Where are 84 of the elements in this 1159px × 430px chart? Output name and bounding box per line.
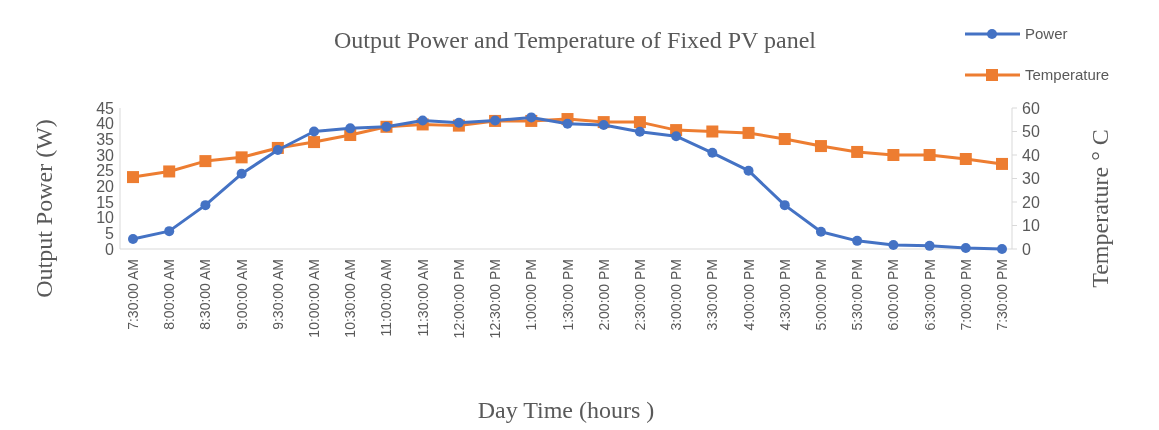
x-tick-label: 7:00:00 PM <box>957 259 974 331</box>
x-tick-label: 3:30:00 PM <box>704 259 721 331</box>
x-tick-label: 8:30:00 AM <box>197 259 214 330</box>
point <box>127 171 139 184</box>
point <box>309 126 320 137</box>
legend-label: Power <box>1025 25 1068 43</box>
point <box>852 235 863 246</box>
x-tick-label: 1:30:00 PM <box>559 259 576 331</box>
point <box>163 165 176 178</box>
point <box>924 240 935 251</box>
point <box>959 153 972 165</box>
y2-tick-label: 60 <box>1022 99 1040 117</box>
point <box>815 226 826 237</box>
point <box>923 149 936 161</box>
point <box>814 140 827 153</box>
x-tick-label: 10:30:00 AM <box>342 259 359 338</box>
x-tick-label: 8:00:00 AM <box>161 259 178 330</box>
y-tick-label: 15 <box>96 193 115 211</box>
x-tick-label: 7:30:00 PM <box>994 259 1010 331</box>
point <box>236 168 247 179</box>
x-tick-label: 4:30:00 PM <box>776 259 793 331</box>
point <box>779 200 790 211</box>
x-tick-label: 6:30:00 PM <box>921 259 938 331</box>
x-tick-label: 10:00:00 AM <box>306 259 323 338</box>
y2-tick-label: 50 <box>1022 123 1040 141</box>
point <box>960 243 971 254</box>
y-tick-label: 5 <box>105 224 115 242</box>
x-tick-label: 2:00:00 PM <box>595 259 612 331</box>
y2-tick-label: 10 <box>1022 217 1040 235</box>
x-tick-label: 12:00:00 PM <box>450 259 467 339</box>
point <box>888 239 899 250</box>
y2-tick-label: 30 <box>1022 170 1040 188</box>
y2-axis-title: Temperature ° C <box>1087 129 1113 288</box>
point <box>164 226 175 237</box>
x-tick-label: 12:30:00 PM <box>487 259 504 339</box>
y2-tick-label: 20 <box>1022 193 1040 211</box>
point <box>742 126 755 139</box>
point <box>417 115 428 126</box>
point <box>308 136 321 149</box>
y-tick-label: 10 <box>96 209 115 227</box>
x-tick-label: 5:30:00 PM <box>849 259 866 331</box>
x-tick-label: 9:30:00 AM <box>269 259 286 330</box>
x-tick-label: 1:00:00 PM <box>523 259 540 331</box>
point <box>671 131 682 142</box>
x-tick-label: 11:30:00 AM <box>414 259 431 337</box>
point <box>997 244 1007 254</box>
point <box>996 157 1008 170</box>
point <box>887 149 900 161</box>
point <box>345 123 356 134</box>
y-tick-label: 35 <box>96 130 115 148</box>
legend-label: Temperature <box>1025 66 1110 84</box>
x-tick-label: 4:00:00 PM <box>740 259 757 331</box>
point <box>128 233 138 244</box>
x-tick-label: 11:00:00 AM <box>378 259 395 337</box>
y-tick-label: 45 <box>96 99 115 117</box>
x-tick-label: 2:30:00 PM <box>631 259 648 331</box>
point <box>633 116 646 129</box>
y-tick-label: 20 <box>96 177 115 195</box>
chart-title: Output Power and Temperature of Fixed PV panel <box>333 27 817 53</box>
point <box>200 200 211 211</box>
point <box>634 126 645 137</box>
point <box>562 118 573 129</box>
y-tick-label: 0 <box>105 240 115 258</box>
y-axis-title: Output Power (W) <box>31 119 57 298</box>
point <box>199 155 212 168</box>
x-tick-label: 5:00:00 PM <box>812 259 829 331</box>
point <box>235 151 248 164</box>
y2-tick-label: 0 <box>1022 240 1031 258</box>
point <box>453 117 464 128</box>
y-tick-label: 40 <box>96 115 115 133</box>
y2-tick-label: 40 <box>1022 146 1040 164</box>
x-tick-label: 3:00:00 PM <box>668 259 685 331</box>
point <box>707 147 718 158</box>
point <box>743 165 754 176</box>
x-tick-label: 9:00:00 AM <box>233 259 250 330</box>
y-tick-label: 25 <box>96 162 115 180</box>
x-tick-label: 7:30:00 AM <box>125 259 141 330</box>
point <box>526 112 537 123</box>
point <box>706 125 719 138</box>
point <box>778 133 791 146</box>
x-axis-title: Day Time (hours ) <box>477 397 655 423</box>
x-tick-label: 6:00:00 PM <box>885 259 902 331</box>
y-tick-label: 30 <box>96 146 115 164</box>
point <box>851 145 864 158</box>
